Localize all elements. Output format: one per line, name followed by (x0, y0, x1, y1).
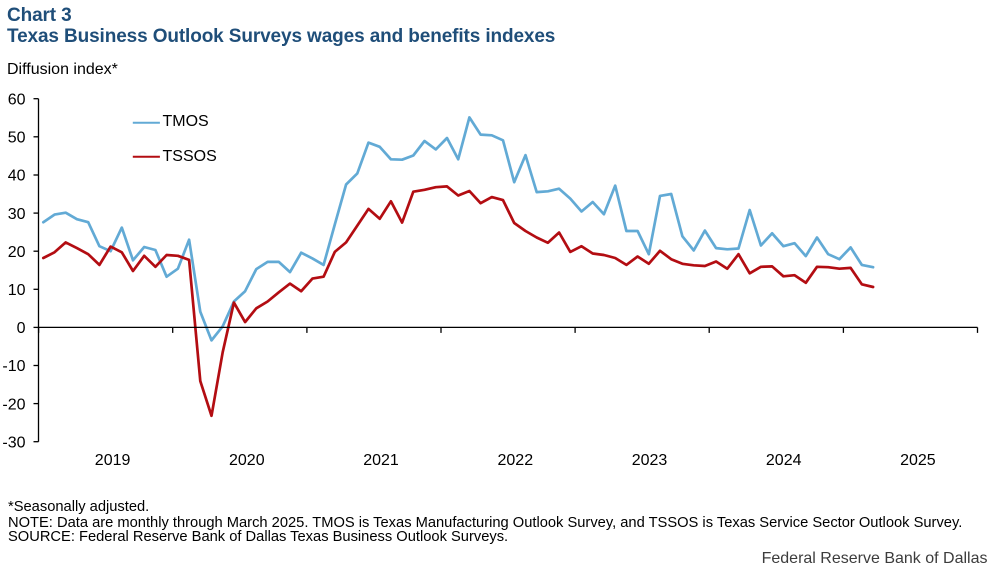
svg-text:2024: 2024 (766, 452, 802, 469)
svg-text:2021: 2021 (363, 452, 399, 469)
svg-text:20: 20 (8, 244, 26, 261)
svg-text:2025: 2025 (900, 452, 936, 469)
svg-text:10: 10 (8, 282, 26, 299)
svg-text:40: 40 (8, 168, 26, 185)
svg-text:-20: -20 (2, 396, 25, 413)
svg-text:2020: 2020 (229, 452, 265, 469)
svg-text:2022: 2022 (498, 452, 534, 469)
svg-text:TMOS: TMOS (163, 113, 209, 130)
svg-text:-10: -10 (2, 358, 25, 375)
svg-text:60: 60 (8, 91, 26, 108)
svg-text:30: 30 (8, 206, 26, 223)
svg-text:TSSOS: TSSOS (163, 148, 217, 165)
svg-text:-30: -30 (2, 434, 25, 451)
svg-text:50: 50 (8, 130, 26, 147)
svg-text:0: 0 (17, 320, 26, 337)
svg-text:2023: 2023 (632, 452, 668, 469)
svg-text:2019: 2019 (95, 452, 131, 469)
